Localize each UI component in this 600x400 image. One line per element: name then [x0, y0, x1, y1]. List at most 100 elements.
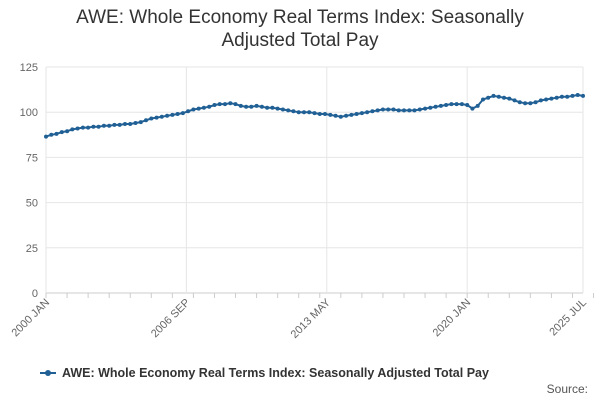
data-point — [517, 100, 522, 105]
data-point — [359, 111, 364, 116]
data-point — [265, 105, 270, 110]
data-point — [165, 113, 170, 118]
data-point — [286, 108, 291, 113]
data-point — [312, 111, 317, 116]
data-point — [559, 94, 564, 99]
data-point — [502, 95, 506, 100]
data-point — [307, 110, 312, 115]
chart-title: AWE: Whole Economy Real Terms Index: Sea… — [0, 6, 600, 52]
data-point — [80, 125, 85, 130]
data-point — [523, 101, 528, 106]
data-point — [270, 105, 275, 110]
chart-title-line-1: AWE: Whole Economy Real Terms Index: Sea… — [76, 7, 524, 28]
data-point — [144, 118, 148, 123]
data-point — [101, 123, 106, 128]
data-point — [49, 132, 54, 137]
data-point — [454, 102, 459, 107]
data-point — [107, 123, 112, 128]
data-point — [544, 97, 549, 102]
y-tick-label: 50 — [26, 198, 38, 210]
x-tick-label: 2025 JUL — [547, 297, 589, 339]
data-point — [65, 129, 70, 134]
data-point — [207, 104, 212, 109]
data-point — [112, 122, 117, 127]
data-point — [507, 96, 512, 101]
data-point — [228, 101, 233, 106]
y-tick-label: 75 — [26, 152, 38, 164]
data-point — [244, 104, 249, 109]
data-point — [96, 124, 101, 129]
data-point — [407, 108, 412, 113]
data-point — [149, 116, 154, 121]
data-point — [259, 104, 264, 109]
y-tick-label: 125 — [20, 62, 38, 74]
data-point — [128, 122, 133, 126]
x-tick-label: 2006 SEP — [149, 297, 193, 341]
data-point — [44, 134, 48, 139]
data-point — [154, 115, 159, 120]
data-point — [296, 110, 301, 115]
data-point — [391, 107, 396, 112]
y-tick-label: 25 — [26, 243, 38, 255]
y-tick-label: 100 — [20, 107, 38, 119]
source-label: Source: — [546, 382, 588, 396]
data-point — [223, 102, 227, 107]
data-point — [201, 105, 206, 110]
data-point — [433, 104, 438, 109]
data-point — [54, 131, 59, 136]
data-point — [75, 126, 80, 131]
data-point — [481, 97, 485, 102]
series-line — [45, 94, 584, 138]
data-point — [70, 127, 75, 132]
data-point — [491, 93, 496, 98]
data-point — [338, 114, 343, 119]
data-point — [565, 94, 570, 99]
data-point — [91, 124, 96, 129]
data-point — [212, 103, 217, 107]
data-point — [233, 102, 238, 107]
x-tick-label: 2020 JAN — [431, 297, 474, 340]
data-point — [186, 109, 191, 114]
data-point — [538, 98, 543, 103]
data-point — [402, 108, 406, 113]
data-point — [417, 107, 422, 112]
data-point — [159, 114, 164, 119]
data-point — [549, 96, 554, 101]
data-point — [275, 106, 280, 111]
data-point — [438, 103, 443, 108]
data-point — [170, 112, 175, 117]
data-point — [196, 106, 201, 111]
data-point — [302, 110, 306, 115]
data-point — [138, 120, 143, 125]
data-point — [365, 110, 370, 115]
data-point — [570, 93, 575, 98]
data-point — [175, 112, 180, 116]
data-point — [396, 108, 401, 113]
data-point — [249, 104, 254, 109]
legend-label: AWE: Whole Economy Real Terms Index: Sea… — [62, 366, 489, 380]
data-point — [86, 125, 91, 130]
data-point — [349, 112, 354, 117]
chart-title-line-2: Adjusted Total Pay — [221, 30, 379, 51]
data-point — [217, 102, 222, 107]
data-point — [459, 102, 464, 107]
data-point — [317, 112, 322, 116]
data-point — [323, 112, 327, 116]
y-tick-label: 0 — [32, 288, 38, 300]
data-point — [575, 93, 580, 97]
data-point — [486, 95, 491, 100]
legend[interactable]: AWE: Whole Economy Real Terms Index: Sea… — [40, 365, 489, 381]
data-point — [344, 113, 349, 118]
x-tick-label: 2000 JAN — [9, 297, 52, 340]
data-point — [333, 113, 338, 118]
data-point — [386, 107, 391, 112]
data-point — [428, 105, 433, 110]
data-point — [533, 100, 538, 105]
data-point — [117, 122, 122, 127]
data-point — [354, 112, 359, 116]
x-tick-label: 2013 MAY — [289, 296, 334, 341]
data-point — [254, 103, 259, 108]
data-point — [375, 108, 380, 113]
data-point — [470, 106, 475, 111]
